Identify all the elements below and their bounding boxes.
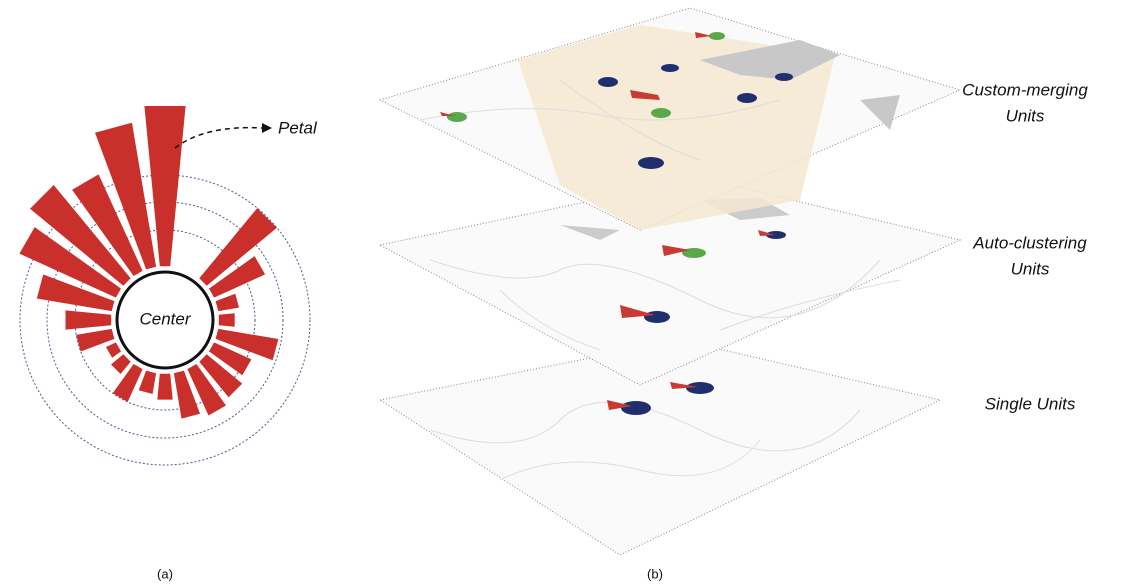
layer-label: Single Units bbox=[985, 394, 1076, 413]
unit bbox=[651, 108, 671, 118]
center-label: Center bbox=[139, 309, 191, 328]
petal bbox=[111, 354, 131, 374]
petal bbox=[216, 294, 239, 311]
unit bbox=[447, 112, 467, 122]
unit bbox=[775, 73, 793, 81]
petal bbox=[106, 342, 121, 357]
caption: (b) bbox=[647, 566, 663, 581]
arrow-head bbox=[262, 123, 272, 133]
petal bbox=[157, 374, 172, 400]
layer-label: Units bbox=[1011, 259, 1050, 278]
petal-label: Petal bbox=[278, 118, 318, 137]
unit bbox=[598, 77, 618, 87]
layer-label: Auto-clustering bbox=[972, 233, 1087, 252]
unit bbox=[661, 64, 679, 72]
petal bbox=[219, 313, 235, 326]
unit bbox=[737, 93, 757, 103]
layer-label: Units bbox=[1006, 106, 1045, 125]
caption: (a) bbox=[157, 566, 173, 581]
unit bbox=[621, 401, 651, 415]
petal-arrow bbox=[175, 128, 262, 148]
layers: (b) bbox=[380, 8, 960, 581]
unit bbox=[686, 382, 714, 394]
rose-diagram: Center Petal (a) bbox=[19, 106, 318, 581]
layer-label: Custom-merging bbox=[962, 80, 1088, 99]
unit bbox=[644, 311, 670, 323]
figure: Center Petal (a) (b) Custom-merging Unit… bbox=[0, 0, 1130, 586]
petal bbox=[139, 371, 156, 394]
petal bbox=[66, 310, 112, 329]
petals bbox=[19, 106, 278, 419]
unit bbox=[638, 157, 664, 169]
